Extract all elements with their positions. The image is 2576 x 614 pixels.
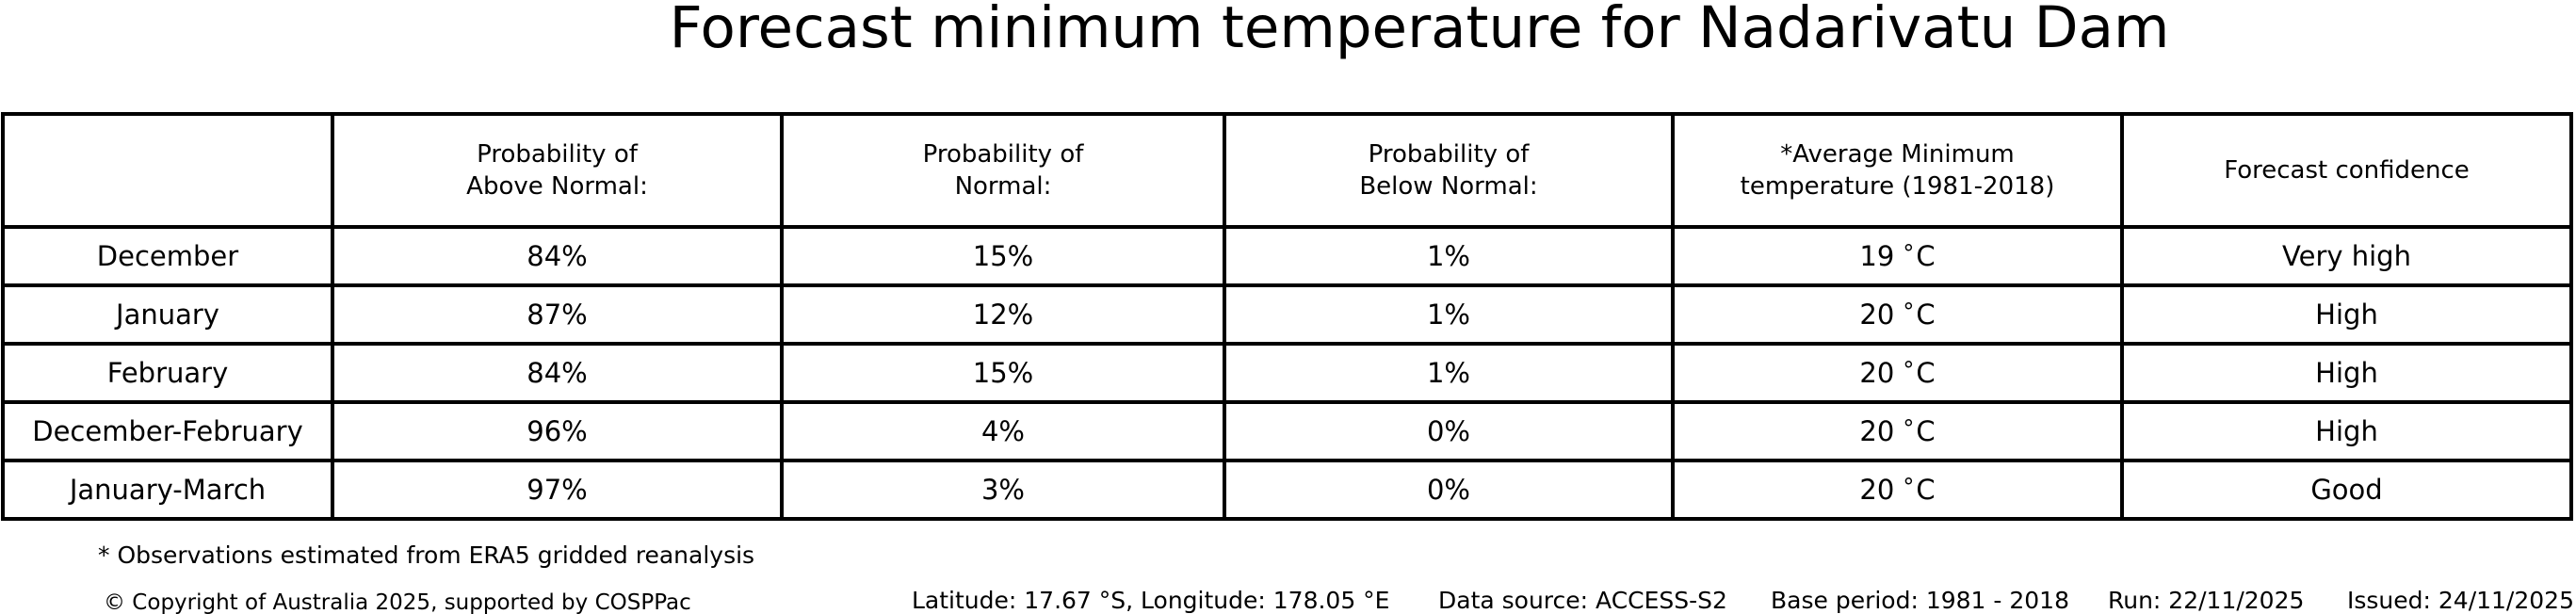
cell-normal: 15% — [780, 342, 1226, 404]
table-row-february: February 84% 15% 1% 20 °C High — [1, 342, 2573, 404]
page-title: Forecast minimum temperature for Nadariv… — [669, 0, 2170, 61]
column-header-below-normal: Probability of Below Normal: — [1223, 112, 1675, 229]
header-line: Forecast confidence — [2224, 156, 2470, 185]
lat-long-text: Latitude: 17.67 °S, Longitude: 178.05 °E — [912, 587, 1390, 614]
column-header-above-normal: Probability of Above Normal: — [331, 112, 784, 229]
header-line: *Average Minimum — [1780, 140, 2015, 169]
cell-confidence: High — [2120, 400, 2573, 462]
cell-confidence: Very high — [2120, 225, 2573, 287]
temp-unit: C — [1916, 299, 1936, 331]
cell-normal: 3% — [780, 459, 1226, 521]
degree-symbol: ° — [1903, 415, 1915, 442]
row-label: January — [1, 283, 334, 346]
cell-average-temp: 19 °C — [1671, 225, 2124, 287]
corner-blank-cell — [1, 112, 334, 229]
cell-below-normal: 0% — [1223, 400, 1675, 462]
observations-footnote: * Observations estimated from ERA5 gridd… — [98, 541, 755, 569]
run-date-text: Run: 22/11/2025 — [2108, 587, 2305, 614]
degree-symbol: ° — [1903, 299, 1915, 325]
issued-date-text: Issued: 24/11/2025 — [2347, 587, 2574, 614]
header-line: Below Normal: — [1359, 172, 1538, 201]
copyright-text: © Copyright of Australia 2025, supported… — [104, 590, 691, 614]
header-line: Normal: — [954, 172, 1052, 201]
cell-normal: 4% — [780, 400, 1226, 462]
cell-average-temp: 20 °C — [1671, 283, 2124, 346]
header-line: Probability of — [922, 140, 1084, 169]
temp-value: 20 — [1859, 357, 1895, 389]
cell-normal: 15% — [780, 225, 1226, 287]
cell-above-normal: 84% — [331, 342, 784, 404]
temp-unit: C — [1916, 240, 1936, 272]
cell-above-normal: 87% — [331, 283, 784, 346]
base-period-text: Base period: 1981 - 2018 — [1771, 587, 2069, 614]
row-label: December — [1, 225, 334, 287]
table-row-december-february: December-February 96% 4% 0% 20 °C High — [1, 400, 2573, 462]
row-label: January-March — [1, 459, 334, 521]
cell-below-normal: 0% — [1223, 459, 1675, 521]
column-header-normal: Probability of Normal: — [780, 112, 1226, 229]
temp-unit: C — [1916, 474, 1936, 506]
temp-unit: C — [1916, 415, 1936, 447]
header-line: Above Normal: — [466, 172, 648, 201]
header-line: Probability of — [477, 140, 638, 169]
row-label: February — [1, 342, 334, 404]
cell-confidence: High — [2120, 342, 2573, 404]
degree-symbol: ° — [1903, 474, 1915, 500]
cell-confidence: Good — [2120, 459, 2573, 521]
temp-value: 20 — [1859, 474, 1895, 506]
cell-below-normal: 1% — [1223, 283, 1675, 346]
temp-value: 20 — [1859, 299, 1895, 331]
cell-average-temp: 20 °C — [1671, 342, 2124, 404]
cell-average-temp: 20 °C — [1671, 459, 2124, 521]
row-label: December-February — [1, 400, 334, 462]
cell-normal: 12% — [780, 283, 1226, 346]
cell-above-normal: 84% — [331, 225, 784, 287]
degree-symbol: ° — [1903, 357, 1915, 383]
degree-symbol: ° — [1903, 240, 1915, 267]
forecast-table: Probability of Above Normal: Probability… — [1, 112, 2573, 521]
cell-below-normal: 1% — [1223, 225, 1675, 287]
table-header-row: Probability of Above Normal: Probability… — [1, 112, 2573, 229]
temp-unit: C — [1916, 357, 1936, 389]
cell-confidence: High — [2120, 283, 2573, 346]
header-line: Probability of — [1368, 140, 1530, 169]
cell-above-normal: 97% — [331, 459, 784, 521]
table-row-january: January 87% 12% 1% 20 °C High — [1, 283, 2573, 346]
table-row-december: December 84% 15% 1% 19 °C Very high — [1, 225, 2573, 287]
column-header-forecast-confidence: Forecast confidence — [2120, 112, 2573, 229]
table-row-january-march: January-March 97% 3% 0% 20 °C Good — [1, 459, 2573, 521]
temp-value: 19 — [1859, 240, 1895, 272]
cell-average-temp: 20 °C — [1671, 400, 2124, 462]
column-header-average-minimum: *Average Minimum temperature (1981-2018) — [1671, 112, 2124, 229]
cell-above-normal: 96% — [331, 400, 784, 462]
cell-below-normal: 1% — [1223, 342, 1675, 404]
temp-value: 20 — [1859, 415, 1895, 447]
header-line: temperature (1981-2018) — [1740, 172, 2055, 201]
data-source-text: Data source: ACCESS-S2 — [1438, 587, 1727, 614]
